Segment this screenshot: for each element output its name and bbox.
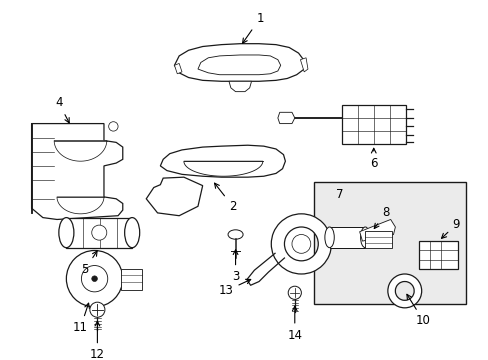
Polygon shape (198, 55, 280, 75)
Circle shape (291, 234, 310, 253)
Bar (121, 269, 142, 290)
Text: 11: 11 (73, 303, 89, 334)
Text: 2: 2 (214, 183, 236, 213)
Text: 6: 6 (369, 148, 377, 170)
Circle shape (287, 286, 301, 300)
Ellipse shape (59, 217, 74, 248)
Text: 8: 8 (373, 206, 389, 229)
Text: 5: 5 (81, 251, 97, 276)
Bar (341, 105, 405, 144)
Text: 12: 12 (90, 321, 104, 360)
Polygon shape (183, 161, 262, 176)
Circle shape (66, 251, 122, 307)
Circle shape (90, 302, 105, 317)
Polygon shape (277, 112, 294, 123)
Ellipse shape (227, 230, 243, 239)
Text: 9: 9 (441, 218, 459, 238)
Bar (313, 182, 465, 304)
Bar (66, 217, 132, 248)
Text: 1: 1 (242, 12, 263, 43)
Polygon shape (174, 63, 182, 74)
Bar (365, 231, 391, 248)
Polygon shape (57, 197, 104, 214)
Polygon shape (359, 220, 395, 241)
Text: 14: 14 (287, 306, 302, 342)
Polygon shape (174, 44, 304, 81)
Text: 3: 3 (231, 250, 239, 283)
Text: 13: 13 (218, 279, 250, 297)
Circle shape (108, 122, 118, 131)
Circle shape (81, 266, 107, 292)
Polygon shape (160, 145, 285, 177)
Bar (418, 241, 457, 269)
Circle shape (92, 276, 97, 282)
Ellipse shape (360, 227, 369, 248)
Polygon shape (54, 140, 106, 161)
Text: 10: 10 (406, 294, 430, 328)
Text: 7: 7 (335, 188, 343, 201)
Polygon shape (146, 177, 202, 216)
Bar (329, 227, 365, 248)
Ellipse shape (324, 227, 334, 248)
Polygon shape (300, 58, 307, 72)
Polygon shape (228, 81, 251, 92)
Polygon shape (32, 123, 122, 220)
Circle shape (92, 225, 106, 240)
Text: 4: 4 (55, 96, 69, 123)
Ellipse shape (124, 217, 140, 248)
